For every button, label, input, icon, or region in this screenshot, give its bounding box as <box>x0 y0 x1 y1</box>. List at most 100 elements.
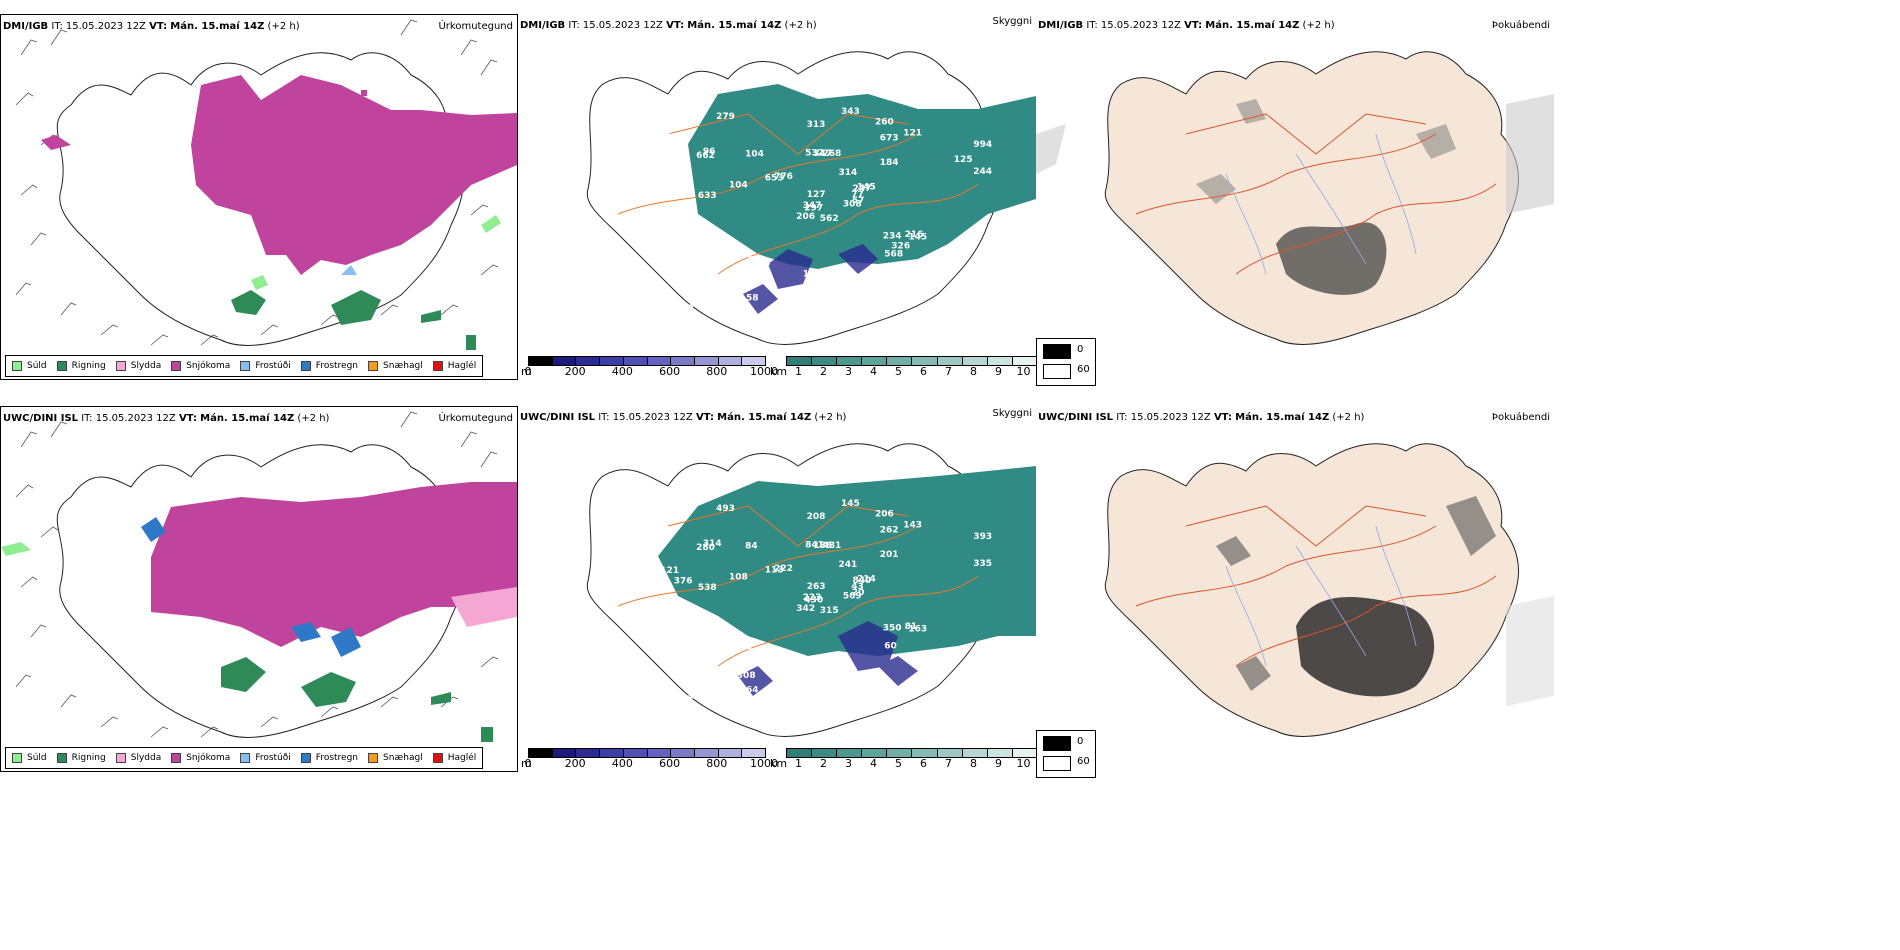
ceiling-label: 430 <box>804 595 823 605</box>
ceiling-label: 347 <box>803 201 822 211</box>
roads <box>1135 505 1497 667</box>
roads <box>1135 113 1497 275</box>
ceiling-label: 64 <box>746 685 759 695</box>
colorbar-tick: 10 <box>1016 365 1031 378</box>
ceiling-label: 35 <box>809 669 822 679</box>
colorbar-tick: 9 <box>995 757 1002 770</box>
panel-type-label: Úrkomutegund <box>438 413 513 424</box>
legend-item-sudl: Súld <box>12 753 47 763</box>
iceland-land <box>1104 51 1519 345</box>
ceiling-label: 127 <box>807 190 826 200</box>
ceiling-label: 532 <box>805 149 824 159</box>
colorbar-tick: 9 <box>995 365 1002 378</box>
colorbar-tick: 6 <box>920 365 927 378</box>
ceiling-label: 279 <box>716 112 735 122</box>
ceiling-label: 342 <box>796 604 815 614</box>
precip-type-panel-top: DMI/IGB IT: 15.05.2023 12Z VT: Mán. 15.m… <box>0 14 518 380</box>
ceiling-label: 367 <box>699 653 718 663</box>
ceiling-label: 163 <box>908 625 927 635</box>
ceiling-label: 698 <box>964 666 983 676</box>
colorbar-tick: 7 <box>945 757 952 770</box>
panel-title: DMI/IGB IT: 15.05.2023 12Z VT: Mán. 15.m… <box>1038 20 1335 31</box>
ceiling-label: 132 <box>803 662 822 672</box>
legend-item-snjokoma: Snjókoma <box>171 753 230 763</box>
panel-type-label: Skyggni <box>992 16 1032 27</box>
colorbar-tick: 1 <box>795 757 802 770</box>
ceiling-label: 437 <box>714 691 733 701</box>
colorbar-tick: 3 <box>845 365 852 378</box>
ceiling-label: 81 <box>905 622 918 632</box>
legend-item-frostregn: Frostregn <box>300 753 358 763</box>
precip-type-map <box>15 19 517 350</box>
ceiling-label: 841 <box>805 541 824 551</box>
legend-item-frostregn: Frostregn <box>300 361 358 371</box>
ceiling-label: 186 <box>813 541 832 551</box>
legend-item-frostudi: Frostúði <box>240 753 291 763</box>
ceiling-labels: 562 662 297 462 247 243 260 268 673 308 279 313 633 9… <box>660 107 992 310</box>
wind-barbs <box>15 19 509 346</box>
ceiling-label: 350 <box>883 623 902 633</box>
ceiling-label: 405 <box>968 688 987 698</box>
colorbar-tick: 3 <box>845 757 852 770</box>
panel-title: UWC/DINI ISL IT: 15.05.2023 12Z VT: Mán.… <box>1038 412 1365 423</box>
colorbar-tick: 2 <box>820 757 827 770</box>
ceiling-label: 131 <box>674 185 693 195</box>
colorbar-tick: 7 <box>945 365 952 378</box>
visibility-map <box>586 51 1036 345</box>
ceiling-label: 145 <box>908 233 927 243</box>
colorbar-tick: 8 <box>970 757 977 770</box>
ceiling-label: 994 <box>973 140 992 150</box>
ceiling-label: 243 <box>752 258 771 268</box>
colorbar-tick: 800 <box>706 757 728 770</box>
ceiling-label: 450 <box>737 279 756 289</box>
ceiling-label: 96 <box>703 147 716 157</box>
ceiling-label: 234 <box>883 231 902 241</box>
iceland-land <box>1104 443 1519 737</box>
ceiling-label: 43 <box>851 582 864 592</box>
fog-index-panel-bottom: UWC/DINI ISL IT: 15.05.2023 12Z VT: Mán.… <box>1036 406 1554 772</box>
ceiling-label: 262 <box>880 526 899 536</box>
panel-type-label: Þokuábendi <box>1491 20 1550 31</box>
panel-title: DMI/IGB IT: 15.05.2023 12Z VT: Mán. 15.m… <box>520 20 817 31</box>
ceiling-label: 335 <box>973 559 992 569</box>
ceiling-label: 121 <box>660 566 679 576</box>
ceiling-label: 314 <box>703 539 722 549</box>
ceiling-label: 347 <box>813 149 832 159</box>
legend-item-frostudi: Frostúði <box>240 361 291 371</box>
ceiling-label: 206 <box>796 212 815 222</box>
ceiling-label: 118 <box>688 300 707 310</box>
ceiling-label: 308 <box>737 671 756 681</box>
ceiling-label: 493 <box>716 504 735 514</box>
colorbar-tick: 2 <box>820 365 827 378</box>
ceiling-label: 214 <box>857 574 876 584</box>
panel-type-label: Þokuábendi <box>1491 412 1550 423</box>
ceiling-label: 326 <box>891 242 910 252</box>
ceiling-label: 206 <box>875 509 894 519</box>
ceiling-label: 562 <box>820 214 839 224</box>
ceiling-label: 336 <box>876 276 895 286</box>
colorbar-tick: 1000 <box>750 365 778 378</box>
legend-item-haglel: Haglél <box>432 753 476 763</box>
ceiling-label: 104 <box>729 181 748 191</box>
rain-area <box>221 657 493 742</box>
ceiling-label: 268 <box>823 149 842 159</box>
colorbar-tick: 400 <box>611 365 633 378</box>
ceiling-label: 222 <box>774 564 793 574</box>
ceiling-label: 263 <box>807 582 826 592</box>
ceiling-label: 143 <box>903 520 922 530</box>
ceiling-label: 145 <box>841 499 860 509</box>
ceiling-label: 121 <box>903 128 922 138</box>
colorbar-tick: 200 <box>564 365 586 378</box>
ceiling-label: 685 <box>684 287 703 297</box>
legend-item-haglel: Haglél <box>432 361 476 371</box>
ceiling-label: 393 <box>973 532 992 542</box>
ceiling-label: 569 <box>843 592 862 602</box>
legend-item-rigning: Rigning <box>56 361 106 371</box>
ceiling-label: 379 <box>752 650 771 660</box>
fog-map <box>1104 443 1554 737</box>
ceiling-label: 58 <box>746 293 759 303</box>
panel-type-label: Skyggni <box>992 408 1032 419</box>
low-visibility-area <box>658 466 1036 656</box>
precip-legend: Súld Rigning Slydda Snjókoma Frostúði Fr… <box>5 747 484 769</box>
ceiling-label: 481 <box>823 541 842 551</box>
